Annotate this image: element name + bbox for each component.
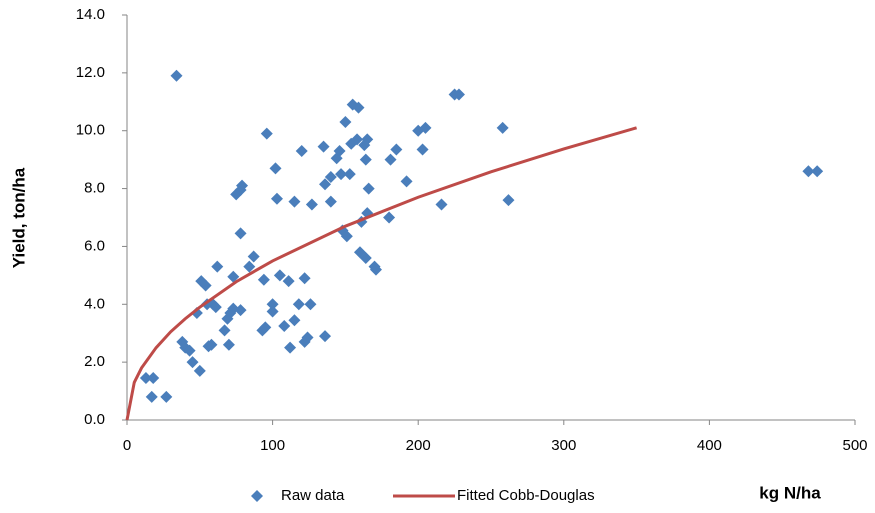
data-point <box>301 331 314 344</box>
data-point <box>145 390 158 403</box>
data-point <box>317 140 330 153</box>
data-point <box>295 144 308 157</box>
data-point <box>199 279 212 292</box>
data-point <box>160 390 173 403</box>
y-tick-label: 2.0 <box>84 353 105 370</box>
data-point <box>222 338 235 351</box>
data-point <box>227 270 240 283</box>
data-point <box>209 301 222 314</box>
legend-marker <box>251 490 263 502</box>
data-point <box>352 101 365 114</box>
data-point <box>305 198 318 211</box>
data-point <box>335 168 348 181</box>
data-point <box>269 162 282 175</box>
data-point <box>288 314 301 327</box>
y-tick-label: 4.0 <box>84 295 105 312</box>
y-tick-label: 10.0 <box>76 122 105 139</box>
data-point <box>369 263 382 276</box>
y-tick-label: 12.0 <box>76 64 105 81</box>
data-point <box>343 168 356 181</box>
y-tick-label: 8.0 <box>84 180 105 197</box>
data-point <box>359 252 372 264</box>
data-point <box>419 121 432 134</box>
data-point <box>247 250 260 263</box>
legend-label: Raw data <box>281 487 345 504</box>
data-point <box>183 344 196 357</box>
data-point <box>435 198 448 211</box>
data-point <box>266 298 279 311</box>
data-point <box>234 227 247 240</box>
data-point <box>502 194 515 207</box>
data-point <box>259 321 272 334</box>
data-point <box>211 260 224 273</box>
x-tick-label: 400 <box>697 437 722 454</box>
data-point <box>218 324 231 337</box>
data-point <box>243 260 256 273</box>
fit-line <box>125 126 638 421</box>
data-point <box>292 298 305 311</box>
data-point <box>257 273 270 286</box>
data-point <box>278 319 291 332</box>
data-point <box>139 372 152 385</box>
data-point <box>416 143 429 156</box>
data-point <box>170 69 183 82</box>
data-point <box>205 338 218 351</box>
data-point <box>260 127 273 140</box>
y-tick-label: 0.0 <box>84 411 105 428</box>
data-point <box>361 133 374 146</box>
x-tick-label: 300 <box>551 437 576 454</box>
data-point <box>304 298 317 311</box>
x-tick-label: 200 <box>406 437 431 454</box>
data-point <box>147 372 160 385</box>
x-tick-label: 0 <box>123 437 131 454</box>
data-point <box>496 121 509 134</box>
data-point <box>351 133 364 146</box>
data-point <box>266 305 279 318</box>
data-point <box>298 272 311 285</box>
data-point <box>340 230 353 243</box>
x-axis-title: kg N/ha <box>759 483 821 502</box>
data-point <box>319 178 332 191</box>
data-point <box>319 330 332 343</box>
y-tick-label: 6.0 <box>84 237 105 254</box>
data-point <box>282 275 295 288</box>
data-point <box>384 153 397 166</box>
data-point <box>452 88 465 101</box>
data-point <box>273 269 286 282</box>
y-tick-label: 14.0 <box>76 6 105 23</box>
data-point <box>236 179 249 192</box>
data-point <box>802 165 815 178</box>
x-tick-label: 500 <box>842 437 867 454</box>
data-point <box>359 153 372 166</box>
data-point <box>333 144 346 157</box>
data-point <box>383 211 396 224</box>
data-point <box>288 195 301 208</box>
data-point <box>284 341 297 354</box>
data-point <box>400 175 413 188</box>
data-point <box>353 246 366 259</box>
legend-label: Fitted Cobb-Douglas <box>457 487 595 504</box>
data-point <box>324 195 337 208</box>
data-point <box>324 171 337 183</box>
data-point <box>390 143 403 156</box>
data-point <box>193 364 206 377</box>
data-point <box>811 165 824 178</box>
data-point <box>339 116 352 129</box>
data-point <box>234 304 247 317</box>
y-axis-title: Yield, ton/ha <box>9 167 28 268</box>
data-point <box>362 182 375 195</box>
data-point <box>186 356 199 369</box>
data-point <box>270 192 283 205</box>
x-tick-label: 100 <box>260 437 285 454</box>
